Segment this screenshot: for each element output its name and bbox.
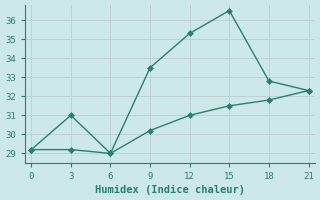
X-axis label: Humidex (Indice chaleur): Humidex (Indice chaleur) [95,185,245,195]
